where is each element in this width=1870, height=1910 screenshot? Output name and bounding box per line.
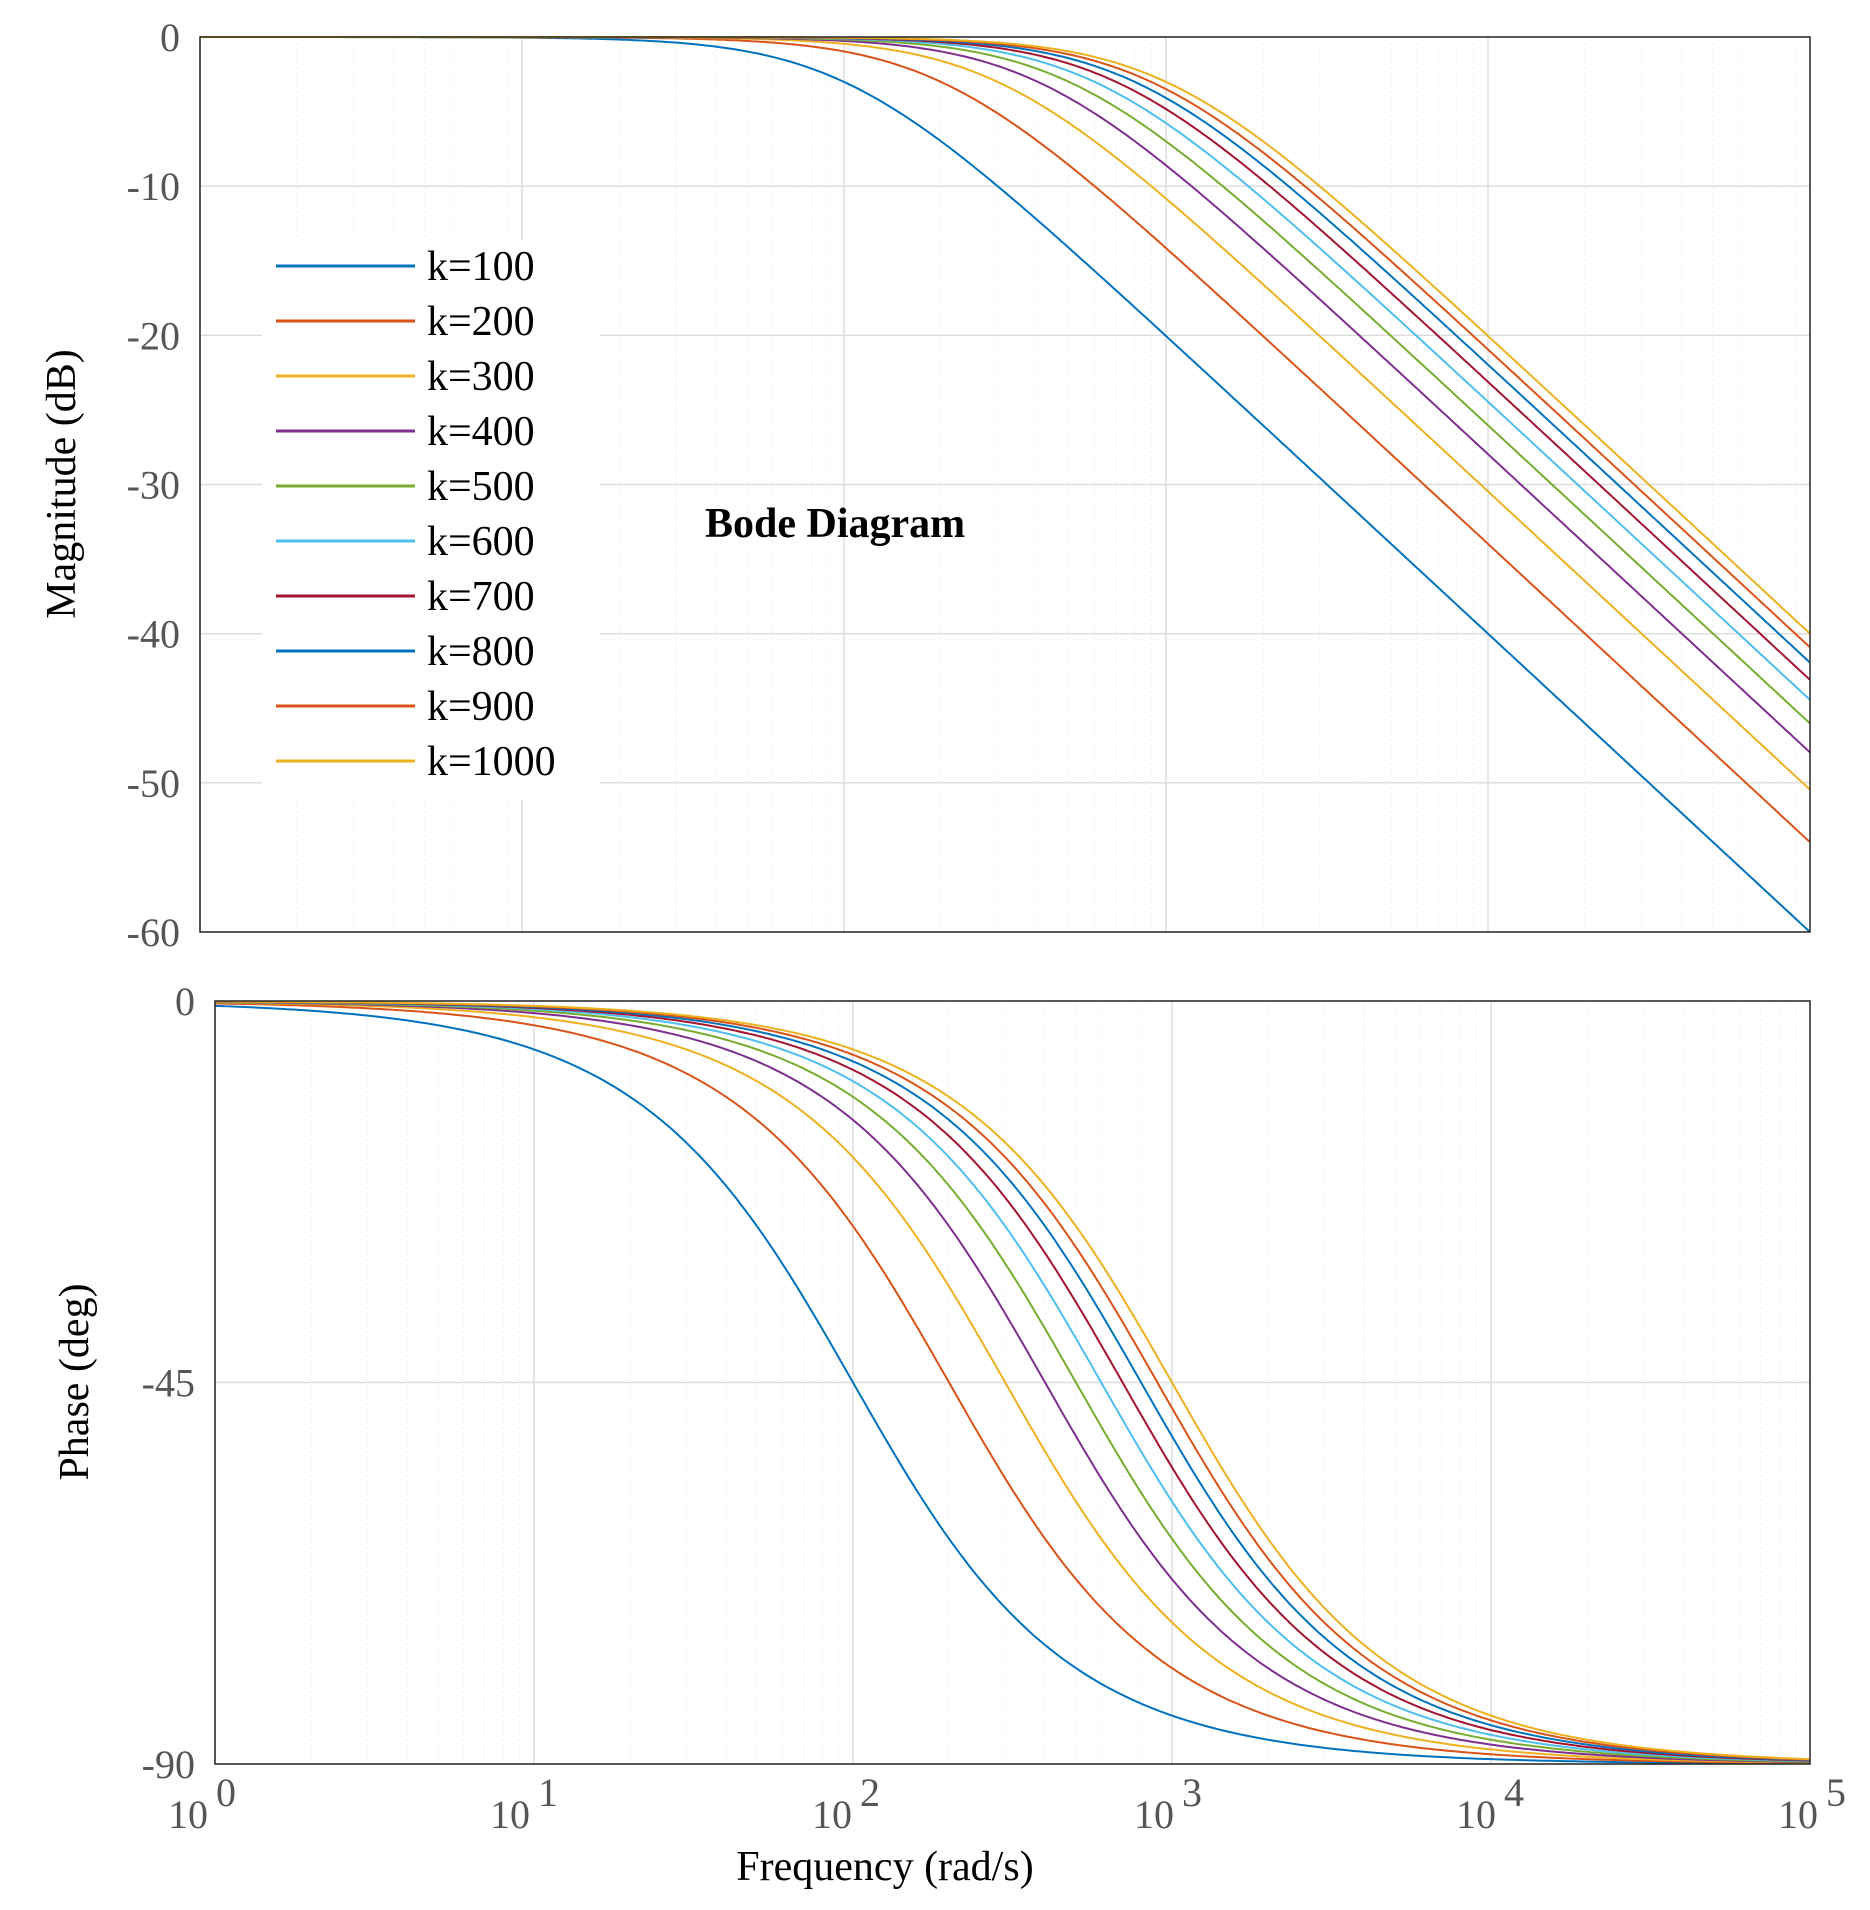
legend-label: k=700 bbox=[427, 574, 535, 620]
x-tick-exponent: 1 bbox=[538, 1770, 558, 1815]
x-axis-label: Frequency (rad/s) bbox=[736, 1844, 1033, 1890]
series-line-k=200 bbox=[214, 1002, 1810, 1764]
y-tick-label: -60 bbox=[127, 910, 180, 955]
series-line-k=1000 bbox=[215, 1000, 1811, 1761]
x-tick-exponent: 4 bbox=[1504, 1770, 1524, 1815]
x-tick-labels: 10 0 10 1 10 2 10 3 10 4 10 5 bbox=[168, 1770, 1846, 1837]
legend-label: k=900 bbox=[427, 684, 535, 730]
phase-plot-frame bbox=[214, 1000, 1811, 1765]
x-tick-base: 10 bbox=[1134, 1792, 1174, 1837]
legend-label: k=600 bbox=[427, 519, 535, 565]
legend-entry: k=900 bbox=[276, 684, 535, 730]
legend-entry: k=1000 bbox=[276, 739, 556, 785]
legend-entry: k=600 bbox=[276, 519, 535, 565]
series-line-k=500 bbox=[215, 1001, 1811, 1763]
legend-label: k=800 bbox=[427, 629, 535, 675]
x-tick-base: 10 bbox=[812, 1792, 852, 1837]
x-tick-base: 10 bbox=[1456, 1792, 1496, 1837]
magnitude-y-axis-label: Magnitude (dB) bbox=[39, 349, 85, 618]
y-tick-label: -90 bbox=[142, 1742, 195, 1787]
series-line-k=300 bbox=[214, 1001, 1810, 1764]
x-tick-exponent: 0 bbox=[216, 1770, 236, 1815]
x-tick-label: 10 0 bbox=[168, 1770, 236, 1837]
magnitude-y-tick-labels: 0 -10 -20 -30 -40 -50 -60 bbox=[127, 15, 180, 955]
series-line-k=100 bbox=[214, 1004, 1810, 1765]
phase-lines bbox=[214, 1000, 1811, 1765]
legend-entry: k=400 bbox=[276, 409, 535, 455]
y-tick-label: -30 bbox=[127, 463, 180, 508]
legend-entry: k=500 bbox=[276, 464, 535, 510]
x-tick-base: 10 bbox=[490, 1792, 530, 1837]
x-tick-label: 10 5 bbox=[1778, 1770, 1846, 1837]
x-tick-exponent: 2 bbox=[860, 1770, 880, 1815]
y-tick-label: -50 bbox=[127, 761, 180, 806]
y-tick-label: -20 bbox=[127, 313, 180, 358]
legend-label: k=200 bbox=[427, 299, 535, 345]
phase-plot: 0 -45 -90 Phase (deg) bbox=[52, 979, 1811, 1787]
legend-label: k=500 bbox=[427, 464, 535, 510]
legend-label: k=100 bbox=[427, 244, 535, 290]
legend-entry: k=300 bbox=[276, 354, 535, 400]
chart-title: Bode Diagram bbox=[705, 501, 965, 547]
legend-entry: k=800 bbox=[276, 629, 535, 675]
y-tick-label: -10 bbox=[127, 164, 180, 209]
x-tick-label: 10 3 bbox=[1134, 1770, 1202, 1837]
legend-entry: k=100 bbox=[276, 244, 535, 290]
legend-label: k=1000 bbox=[427, 739, 556, 785]
legend-entry: k=200 bbox=[276, 299, 535, 345]
x-tick-exponent: 5 bbox=[1826, 1770, 1846, 1815]
x-tick-label: 10 2 bbox=[812, 1770, 880, 1837]
y-tick-label: -40 bbox=[127, 612, 180, 657]
legend: k=100 k=200 k=300 k=400 k=500 k=600 k=700 k=800… bbox=[262, 240, 600, 800]
magnitude-plot-frame bbox=[199, 36, 1811, 933]
legend-label: k=300 bbox=[427, 354, 535, 400]
x-tick-base: 10 bbox=[1778, 1792, 1818, 1837]
legend-entry: k=700 bbox=[276, 574, 535, 620]
series-line-k=400 bbox=[215, 1001, 1811, 1764]
x-tick-label: 10 1 bbox=[490, 1770, 558, 1837]
x-tick-base: 10 bbox=[168, 1792, 208, 1837]
x-tick-label: 10 4 bbox=[1456, 1770, 1524, 1837]
y-tick-label: 0 bbox=[160, 15, 180, 60]
x-tick-exponent: 3 bbox=[1182, 1770, 1202, 1815]
phase-y-axis-label: Phase (deg) bbox=[52, 1283, 98, 1480]
y-tick-label: -45 bbox=[142, 1361, 195, 1406]
legend-label: k=400 bbox=[427, 409, 535, 455]
y-tick-label: 0 bbox=[175, 979, 195, 1024]
phase-y-tick-labels: 0 -45 -90 bbox=[142, 979, 195, 1787]
